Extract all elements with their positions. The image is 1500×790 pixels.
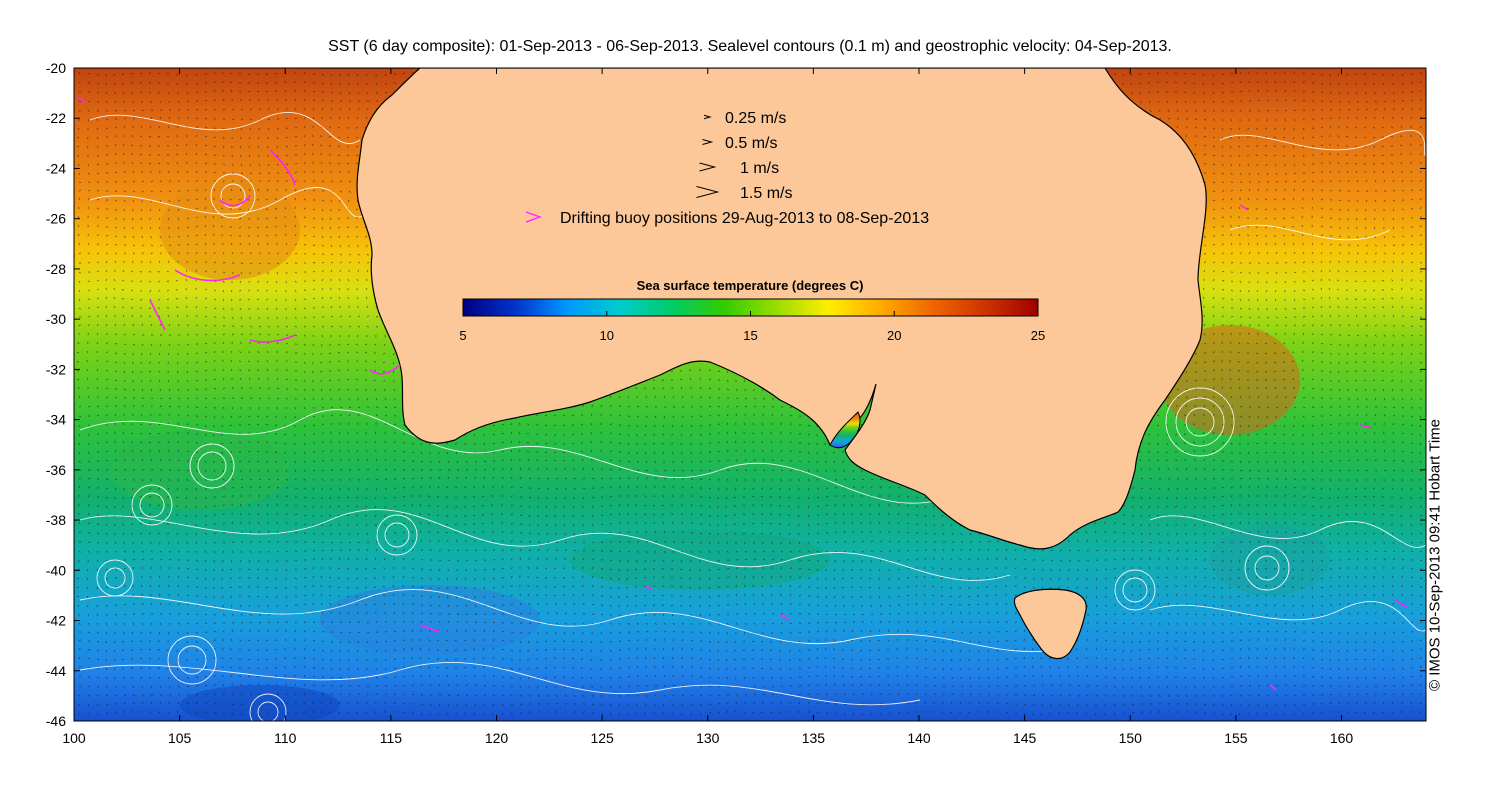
velocity-legend: 0.25 m/s 0.5 m/s 1 m/s 1.5 m/s — [696, 110, 792, 202]
longitude-tick-label: 130 — [696, 730, 720, 746]
buoy-legend-marker — [525, 211, 542, 223]
colorbar-tick-label: 20 — [887, 328, 901, 343]
colorbar-tick-label: 10 — [600, 328, 614, 343]
longitude-tick-label: 160 — [1330, 730, 1354, 746]
latitude-tick-label: -44 — [46, 663, 66, 679]
colorbar-tick-label: 5 — [459, 328, 466, 343]
tasmania — [1013, 588, 1087, 660]
latitude-tick-label: -20 — [46, 60, 66, 76]
velocity-legend-label: 0.25 m/s — [725, 110, 786, 127]
velocity-legend-arrow — [702, 139, 714, 145]
latitude-tick-label: -30 — [46, 311, 66, 327]
latitude-tick-label: -24 — [46, 160, 66, 176]
latitude-tick-label: -28 — [46, 261, 66, 277]
velocity-legend-label: 1.5 m/s — [740, 185, 792, 202]
colorbar-tick-label: 15 — [743, 328, 757, 343]
velocity-legend-label: 1 m/s — [740, 160, 779, 177]
longitude-tick-label: 140 — [907, 730, 931, 746]
latitude-tick-label: -34 — [46, 412, 66, 428]
latitude-tick-label: -42 — [46, 613, 66, 629]
longitude-tick-label: 115 — [380, 730, 403, 746]
latitude-tick-label: -38 — [46, 512, 66, 528]
longitude-tick-label: 135 — [802, 730, 826, 746]
spencer-gulf — [829, 411, 861, 449]
map-title: SST (6 day composite): 01-Sep-2013 - 06-… — [328, 38, 1172, 55]
latitude-tick-label: -46 — [46, 713, 66, 729]
colorbar-tick-label: 25 — [1031, 328, 1045, 343]
velocity-legend-arrow — [699, 162, 717, 172]
longitude-axis: 100 105 110 115 120 125 130 135 140 145 150 155 160 — [62, 68, 1353, 746]
longitude-tick-label: 125 — [590, 730, 614, 746]
velocity-legend-arrow — [703, 114, 712, 120]
longitude-tick-label: 150 — [1119, 730, 1143, 746]
latitude-axis: -20 -22 -24 -26 -28 -30 -32 -34 -36 -38 -40 -42 -44 -… — [46, 60, 1426, 729]
colorbar-title: Sea surface temperature (degrees C) — [637, 278, 864, 293]
copyright-notice: © IMOS 10-Sep-2013 09:41 Hobart Time — [1426, 418, 1444, 692]
latitude-tick-label: -22 — [46, 110, 66, 126]
map-frame — [73, 67, 1427, 722]
latitude-tick-label: -32 — [46, 361, 66, 377]
colorbar-ticks: 5 10 15 20 25 — [459, 311, 1045, 343]
buoy-legend-label: Drifting buoy positions 29-Aug-2013 to 0… — [560, 210, 929, 227]
buoy-legend: Drifting buoy positions 29-Aug-2013 to 0… — [525, 210, 929, 227]
latitude-tick-label: -26 — [46, 211, 66, 227]
latitude-tick-label: -40 — [46, 562, 66, 578]
sealevel-contours — [79, 112, 1426, 721]
drifting-buoy-tracks — [77, 97, 1409, 691]
longitude-tick-label: 105 — [168, 730, 192, 746]
longitude-tick-label: 110 — [274, 730, 297, 746]
latitude-tick-label: -36 — [46, 462, 66, 478]
velocity-legend-label: 0.5 m/s — [725, 135, 777, 152]
sst-colorbar: Sea surface temperature (degrees C) 5 10 1… — [459, 278, 1045, 343]
longitude-tick-label: 100 — [62, 730, 86, 746]
longitude-tick-label: 120 — [485, 730, 509, 746]
velocity-legend-arrow — [696, 186, 720, 198]
geostrophic-velocity-vectors — [76, 71, 1423, 716]
longitude-tick-label: 145 — [1013, 730, 1037, 746]
longitude-tick-label: 155 — [1224, 730, 1248, 746]
